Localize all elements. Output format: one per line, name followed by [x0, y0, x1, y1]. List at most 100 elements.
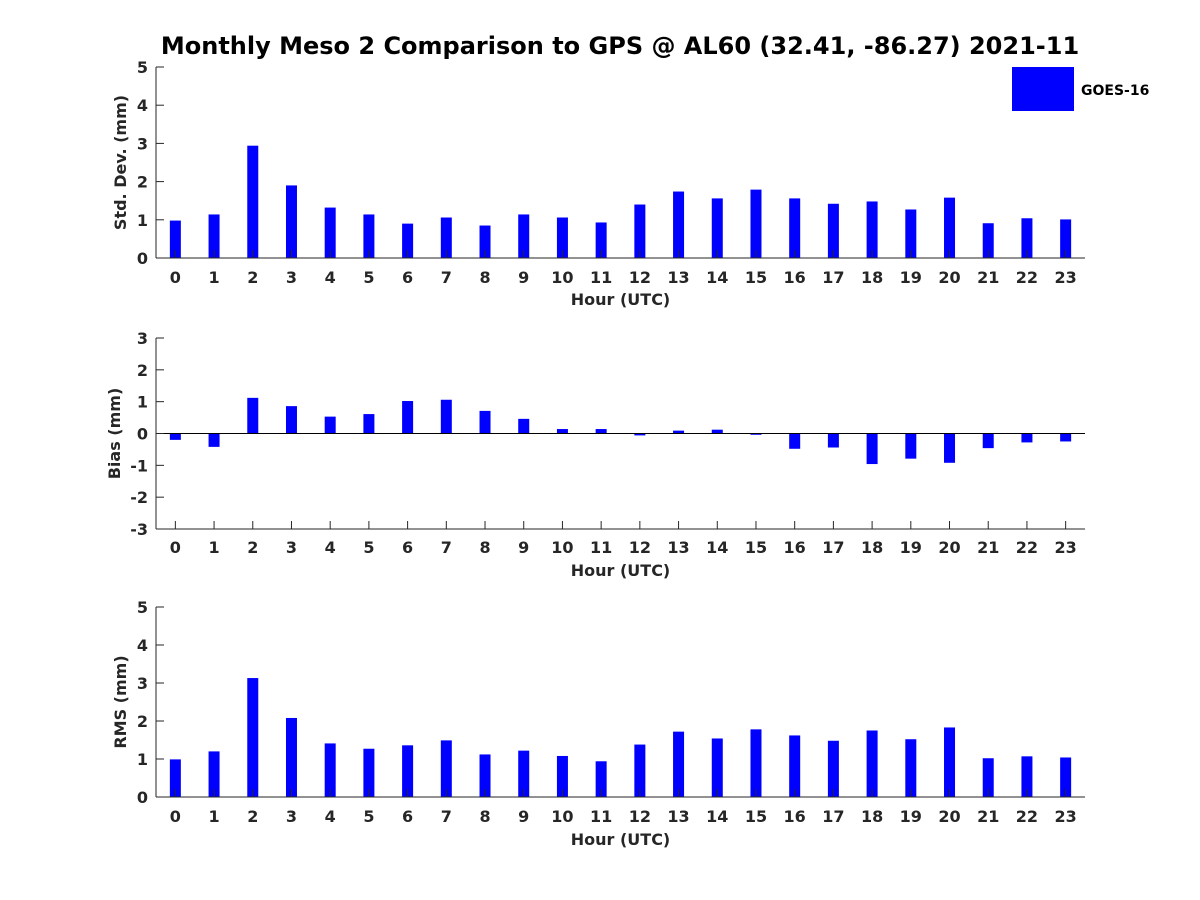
legend-swatch-goes-16 [1012, 67, 1074, 111]
x-tick-label: 15 [745, 807, 767, 826]
y-tick-label: 3 [137, 329, 148, 348]
bar-hour-17 [827, 433, 839, 448]
x-tick-label: 10 [551, 807, 573, 826]
legend: GOES-16 [1012, 67, 1149, 111]
y-tick-label: 1 [137, 393, 148, 412]
bar-hour-12 [634, 744, 646, 797]
x-tick-label: 14 [706, 538, 728, 557]
x-tick-label: 6 [402, 538, 413, 557]
bar-hour-1 [208, 751, 220, 797]
y-tick-label: 4 [137, 636, 148, 655]
y-tick-label: 3 [137, 674, 148, 693]
bar-hour-15 [750, 189, 762, 258]
x-tick-label: 20 [938, 268, 960, 287]
bar-hour-23 [1060, 433, 1072, 442]
bar-hour-7 [440, 740, 452, 797]
y-tick-label: 0 [137, 425, 148, 444]
x-tick-label: 0 [170, 538, 181, 557]
bar-hour-11 [595, 222, 607, 258]
x-tick-label: 1 [208, 538, 219, 557]
y-tick-label: -2 [130, 488, 148, 507]
bar-hour-14 [711, 738, 723, 797]
x-tick-label: 20 [938, 807, 960, 826]
x-tick-label: 7 [441, 538, 452, 557]
bar-hour-10 [556, 217, 568, 258]
bar-hour-21 [982, 758, 994, 797]
x-tick-label: 19 [900, 268, 922, 287]
x-tick-label: 21 [977, 538, 999, 557]
x-axis-label: Hour (UTC) [571, 561, 671, 580]
bar-hour-0 [169, 433, 181, 440]
bar-hour-13 [673, 191, 685, 258]
x-tick-label: 23 [1055, 538, 1077, 557]
bar-hour-18 [866, 730, 878, 797]
bar-hour-11 [595, 761, 607, 797]
y-axis-label: Std. Dev. (mm) [111, 95, 130, 230]
bar-hour-8 [479, 754, 491, 797]
bar-hour-8 [479, 410, 491, 434]
y-tick-label: 0 [137, 249, 148, 268]
bar-hour-15 [750, 433, 762, 435]
x-tick-label: 12 [629, 807, 651, 826]
x-tick-label: 15 [745, 538, 767, 557]
y-tick-label: 1 [137, 750, 148, 769]
bar-hour-6 [402, 401, 414, 434]
x-tick-label: 1 [208, 807, 219, 826]
bar-hour-16 [789, 198, 801, 258]
bar-hour-1 [208, 433, 220, 447]
x-tick-label: 10 [551, 268, 573, 287]
x-tick-label: 7 [441, 807, 452, 826]
bar-hour-17 [827, 203, 839, 258]
bar-hour-9 [518, 750, 530, 797]
x-tick-label: 1 [208, 268, 219, 287]
bar-hour-5 [363, 414, 375, 434]
bar-hour-4 [324, 743, 336, 797]
x-tick-label: 19 [900, 807, 922, 826]
y-axis-label: RMS (mm) [111, 655, 130, 748]
x-tick-label: 15 [745, 268, 767, 287]
x-tick-label: 3 [286, 268, 297, 287]
bar-hour-11 [595, 429, 607, 434]
bar-hour-22 [1021, 218, 1033, 258]
x-tick-label: 22 [1016, 268, 1038, 287]
bar-hour-2 [247, 397, 259, 434]
x-tick-label: 2 [247, 268, 258, 287]
x-tick-label: 12 [629, 268, 651, 287]
bar-hour-20 [944, 197, 956, 258]
bar-hour-20 [944, 727, 956, 797]
legend-label-goes-16: GOES-16 [1081, 83, 1149, 99]
bar-hour-16 [789, 735, 801, 797]
bar-hour-13 [673, 731, 685, 797]
x-tick-label: 13 [667, 807, 689, 826]
bar-hour-3 [285, 717, 297, 797]
bar-hour-12 [634, 204, 646, 258]
y-tick-label: -1 [130, 456, 148, 475]
x-axis-label: Hour (UTC) [571, 830, 671, 849]
bar-hour-21 [982, 433, 994, 449]
bar-hour-14 [711, 198, 723, 258]
y-tick-label: -3 [130, 520, 148, 539]
x-tick-label: 17 [822, 538, 844, 557]
bar-hour-9 [518, 418, 530, 434]
x-tick-label: 14 [706, 268, 728, 287]
y-tick-label: 5 [137, 598, 148, 617]
y-tick-label: 2 [137, 361, 148, 380]
bar-hour-16 [789, 433, 801, 449]
bar-hour-22 [1021, 756, 1033, 797]
x-tick-label: 0 [170, 807, 181, 826]
x-tick-label: 4 [325, 538, 336, 557]
x-tick-label: 22 [1016, 807, 1038, 826]
y-tick-label: 3 [137, 134, 148, 153]
x-tick-label: 13 [667, 268, 689, 287]
x-tick-label: 8 [479, 538, 490, 557]
bar-hour-0 [169, 220, 181, 258]
x-tick-label: 3 [286, 807, 297, 826]
x-tick-label: 4 [325, 268, 336, 287]
bar-hour-21 [982, 223, 994, 258]
bar-hour-4 [324, 207, 336, 258]
bar-hour-2 [247, 678, 259, 797]
